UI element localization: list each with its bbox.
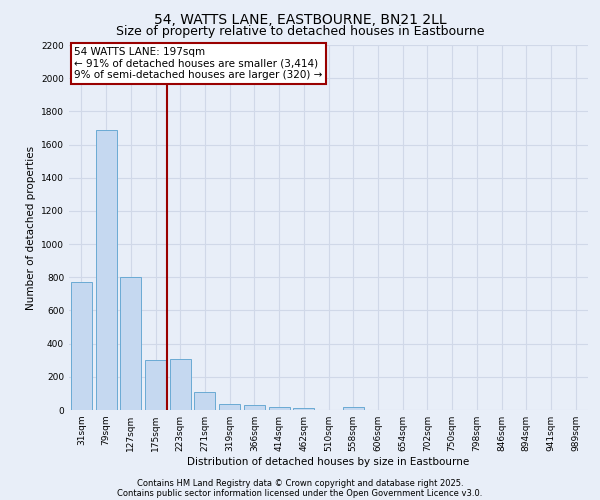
Text: 54, WATTS LANE, EASTBOURNE, BN21 2LL: 54, WATTS LANE, EASTBOURNE, BN21 2LL xyxy=(154,12,446,26)
Text: Size of property relative to detached houses in Eastbourne: Size of property relative to detached ho… xyxy=(116,25,484,38)
Bar xyxy=(120,278,141,410)
Y-axis label: Number of detached properties: Number of detached properties xyxy=(26,146,35,310)
Bar xyxy=(194,392,215,410)
Bar xyxy=(219,404,240,410)
Bar xyxy=(145,360,166,410)
X-axis label: Distribution of detached houses by size in Eastbourne: Distribution of detached houses by size … xyxy=(187,457,470,467)
Text: Contains HM Land Registry data © Crown copyright and database right 2025.: Contains HM Land Registry data © Crown c… xyxy=(137,478,463,488)
Bar xyxy=(244,405,265,410)
Bar xyxy=(343,406,364,410)
Bar xyxy=(293,408,314,410)
Text: 54 WATTS LANE: 197sqm
← 91% of detached houses are smaller (3,414)
9% of semi-de: 54 WATTS LANE: 197sqm ← 91% of detached … xyxy=(74,47,323,80)
Bar xyxy=(95,130,116,410)
Bar xyxy=(71,282,92,410)
Bar xyxy=(170,360,191,410)
Text: Contains public sector information licensed under the Open Government Licence v3: Contains public sector information licen… xyxy=(118,488,482,498)
Bar xyxy=(269,406,290,410)
